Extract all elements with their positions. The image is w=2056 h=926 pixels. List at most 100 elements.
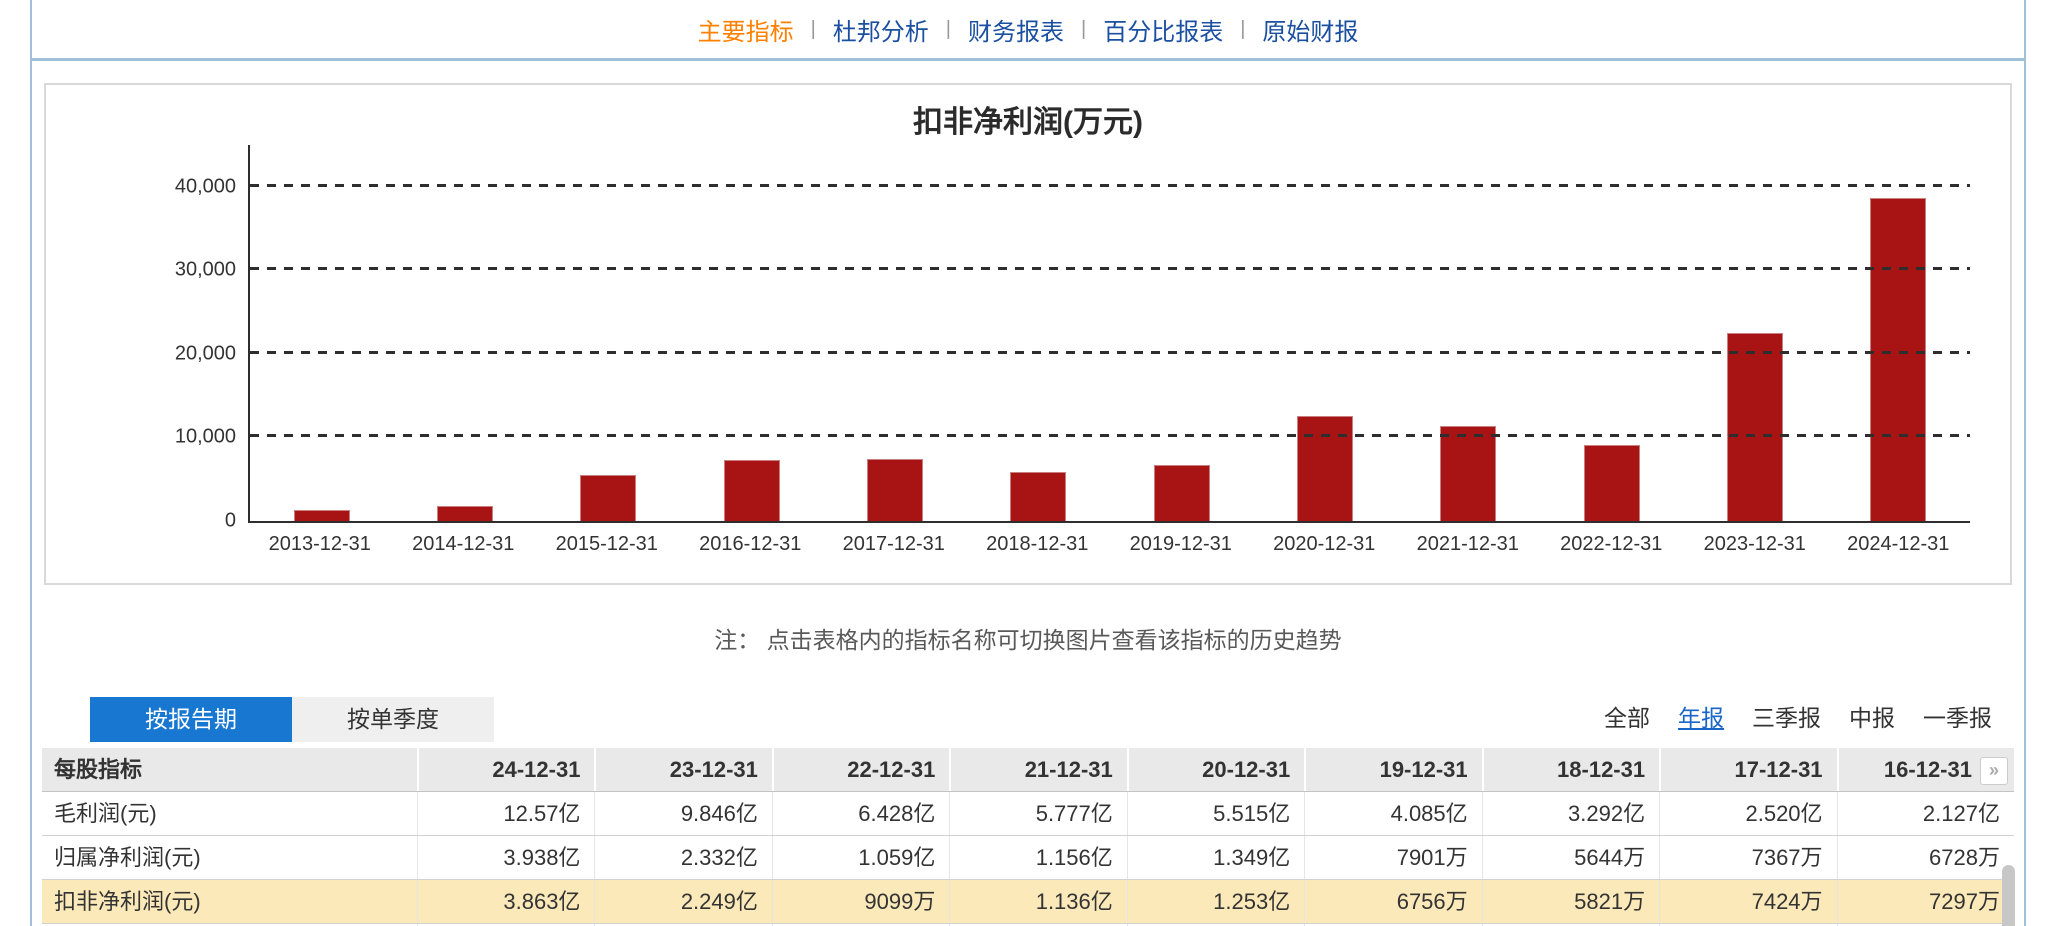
bar-slot	[1827, 198, 1970, 521]
table-header-cell: 23-12-31	[594, 748, 771, 791]
table-cell: 2.249亿	[594, 880, 771, 923]
table-cell: 5.777亿	[949, 792, 1126, 835]
table-cell	[1126, 924, 1304, 926]
bar	[866, 459, 923, 521]
more-columns-button[interactable]: »	[1979, 757, 2008, 786]
table-cell: 7367万	[1659, 836, 1836, 879]
period-filter[interactable]: 年报	[1678, 705, 1724, 731]
table-cell: 1.059亿	[771, 836, 949, 879]
period-filters: 全部 年报 三季报 中报 一季报	[1604, 697, 1992, 739]
table-row-partial	[42, 924, 2014, 926]
table-cell: 5.515亿	[1126, 792, 1304, 835]
view-tab[interactable]: 按报告期	[90, 697, 292, 742]
gridline	[250, 267, 1970, 271]
nav-tab[interactable]: 原始财报	[1262, 18, 1359, 46]
bar	[1153, 465, 1210, 521]
nav-separator: |	[945, 17, 951, 40]
table-header-row: 每股指标 24-12-31 23-12-31 22-12-31 21-12-31 20-1…	[42, 748, 2014, 792]
bar	[436, 506, 493, 521]
period-filter[interactable]: 中报	[1849, 705, 1895, 731]
page-container: 主要指标 | 杜邦分析 | 财务报表 | 百分比报表 | 原始财报 扣非净利润(万元) 0 10,…	[30, 0, 2026, 926]
bar-slot	[1397, 426, 1540, 521]
table-header-cell: 20-12-31	[1126, 748, 1304, 791]
chart-note: 注： 点击表格内的指标名称可切换图片查看该指标的历史趋势	[714, 627, 1342, 653]
bar-slot	[1253, 416, 1396, 521]
view-tab[interactable]: 按单季度	[292, 697, 494, 742]
table-cell: 1.349亿	[1126, 836, 1304, 879]
bar-slot	[537, 475, 680, 521]
table-cell: 2.520亿	[1659, 792, 1836, 835]
x-axis-tick-label: 2013-12-31	[268, 533, 371, 555]
table-cell	[417, 924, 594, 926]
nav-separator: |	[1240, 17, 1246, 40]
nav-separator: |	[1081, 17, 1087, 40]
metric-name-link[interactable]: 归属净利润(元)	[54, 845, 201, 870]
bar-slot	[250, 510, 393, 521]
table-cell	[1304, 924, 1481, 926]
nav-separator: |	[810, 17, 816, 40]
bars-container	[250, 145, 1970, 521]
table-header-cell: 19-12-31	[1304, 748, 1481, 791]
table-cell: 3.292亿	[1481, 792, 1659, 835]
table-row: 归属净利润(元) 3.938亿 2.332亿 1.059亿 1.156亿 1.349亿 79…	[42, 836, 2014, 880]
table-row: 扣非净利润(元) 3.863亿 2.249亿 9099万 1.136亿 1.253亿 675…	[42, 880, 2014, 924]
chart-title: 扣非净利润(万元)	[913, 106, 1143, 139]
metric-name-link[interactable]: 扣非净利润(元)	[54, 889, 201, 914]
bar	[1296, 416, 1353, 521]
table-cell: 9099万	[771, 880, 949, 923]
financial-table: 每股指标 24-12-31 23-12-31 22-12-31 21-12-31 20-1…	[42, 748, 2014, 926]
x-axis-tick-label: 2019-12-31	[1129, 533, 1232, 555]
bar-slot	[680, 460, 823, 521]
nav-tab[interactable]: 财务报表	[968, 18, 1064, 46]
view-tabs: 按报告期 按单季度	[90, 697, 494, 742]
table-cell	[1836, 924, 2014, 926]
bar	[723, 460, 780, 521]
table-cell	[594, 924, 771, 926]
table-cell: 7424万	[1659, 880, 1836, 923]
period-filter[interactable]: 一季报	[1923, 705, 1992, 731]
nav-tab[interactable]: 杜邦分析	[832, 18, 929, 46]
gridline	[250, 350, 1970, 354]
table-cell: 9.846亿	[594, 792, 771, 835]
x-axis-tick-label: 2014-12-31	[412, 533, 515, 555]
table-cell: 12.57亿	[417, 792, 594, 835]
table-cell: 6.428亿	[771, 792, 949, 835]
y-axis-tick-label: 0	[224, 509, 236, 532]
x-axis-tick-label: 2023-12-31	[1703, 533, 1806, 555]
table-header-cell: 16-12-31»	[1836, 748, 2014, 791]
table-cell	[771, 924, 949, 926]
table-cell: 7297万	[1836, 880, 2014, 923]
nav-tab[interactable]: 主要指标	[697, 18, 794, 46]
controls-row: 按报告期 按单季度 全部 年报 三季报 中报 一季报	[32, 697, 2024, 743]
metric-name-link[interactable]: 毛利润(元)	[54, 801, 157, 826]
table-cell: 5644万	[1481, 836, 1659, 879]
x-axis-tick-label: 2015-12-31	[555, 533, 658, 555]
x-axis-tick-label: 2022-12-31	[1560, 533, 1663, 555]
table-header-cell: 21-12-31	[949, 748, 1126, 791]
nav-tab[interactable]: 百分比报表	[1103, 18, 1224, 46]
table-cell: 1.156亿	[949, 836, 1126, 879]
table-scrollbar-thumb[interactable]	[2002, 865, 2015, 926]
x-axis-labels: 2013-12-31 2014-12-31 2015-12-31 2016-12-31…	[248, 533, 1970, 556]
y-axis-tick-label: 30,000	[174, 258, 236, 281]
bar	[1440, 426, 1497, 521]
bar-slot	[1110, 465, 1253, 521]
table-cell: 1.253亿	[1126, 880, 1304, 923]
bar	[1870, 198, 1927, 521]
x-axis-tick-label: 2018-12-31	[986, 533, 1089, 555]
period-filter[interactable]: 三季报	[1752, 705, 1821, 731]
table-header-first-cell: 每股指标	[54, 757, 143, 782]
x-axis-tick-label: 2021-12-31	[1416, 533, 1519, 555]
table-cell	[949, 924, 1126, 926]
y-axis-tick-label: 10,000	[174, 425, 236, 448]
table-cell: 5821万	[1481, 880, 1659, 923]
bar-slot	[1540, 445, 1683, 521]
plot-wrap: 0 10,000 20,000 30,000 40,000 2013-12-31 2014…	[175, 145, 1970, 556]
period-filter[interactable]: 全部	[1604, 705, 1650, 731]
table-header-cell: 24-12-31	[417, 748, 594, 791]
table-cell: 1.136亿	[949, 880, 1126, 923]
table-cell: 6756万	[1304, 880, 1481, 923]
x-axis-tick-label: 2020-12-31	[1273, 533, 1376, 555]
table-row: 毛利润(元) 12.57亿 9.846亿 6.428亿 5.777亿 5.515亿 4.08…	[42, 792, 2014, 836]
y-axis-tick-label: 20,000	[174, 342, 236, 365]
